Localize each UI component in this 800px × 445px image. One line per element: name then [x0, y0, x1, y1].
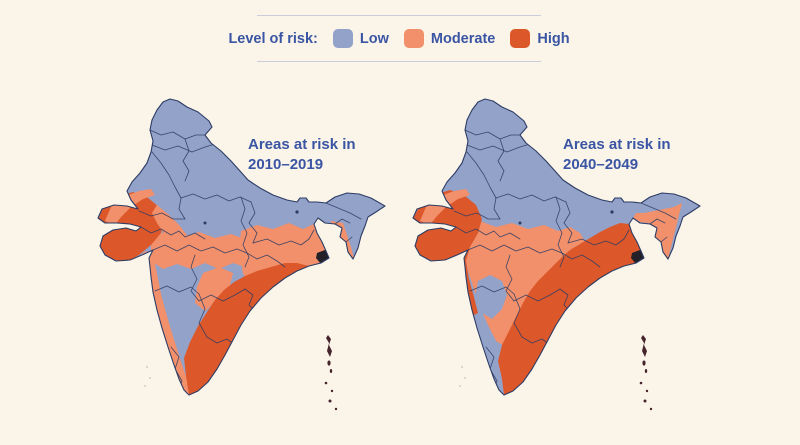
low-risk-label: Low	[359, 30, 389, 47]
map-title-2040-2049: Areas at risk in 2040–2049	[563, 135, 683, 174]
risk-map-2010-2019: Areas at risk in 2010–2019	[95, 95, 395, 445]
risk-map-2040-2049: Areas at risk in 2040–2049	[410, 95, 710, 445]
map-title-line2: 2040–2049	[563, 155, 639, 173]
india-choropleth-2040-2049	[412, 98, 701, 411]
moderate-risk-label: Moderate	[430, 30, 496, 47]
legend-item-low: Low	[332, 29, 389, 48]
map-title-line2: 2010–2019	[248, 155, 324, 173]
map-title-2010-2019: Areas at risk in 2010–2019	[248, 135, 368, 174]
low-risk-swatch	[332, 29, 353, 48]
risk-legend: Level of risk: Low Moderate High	[228, 15, 570, 62]
india-choropleth-2010-2019	[97, 98, 386, 411]
legend-item-high: High	[510, 29, 570, 48]
high-risk-swatch	[510, 29, 531, 48]
legend-item-moderate: Moderate	[403, 29, 496, 48]
high-risk-label: High	[537, 30, 570, 47]
moderate-risk-swatch	[403, 29, 424, 48]
map-title-line1: Areas at risk in	[248, 136, 356, 153]
legend-title: Level of risk:	[228, 30, 318, 47]
map-title-line1: Areas at risk in	[563, 136, 671, 153]
